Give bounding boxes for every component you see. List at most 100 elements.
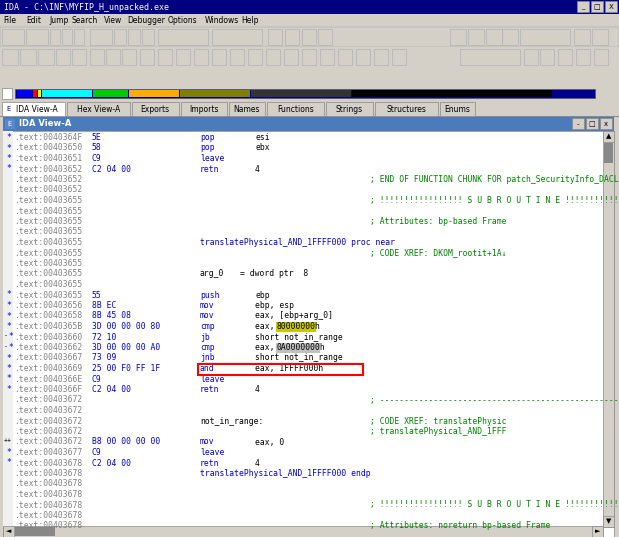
- Bar: [3, 117, 614, 131]
- Text: .text:0040366F: .text:0040366F: [14, 385, 82, 394]
- Text: ; !!!!!!!!!!!!!!!!! S U B R O U T I N E !!!!!!!!!!!!!!!!!!!!!!!!!!!!!!!: ; !!!!!!!!!!!!!!!!! S U B R O U T I N E …: [370, 500, 619, 510]
- Text: jnb: jnb: [200, 353, 215, 362]
- Text: 8B EC: 8B EC: [92, 301, 116, 310]
- Bar: [114, 29, 126, 45]
- Bar: [0, 101, 619, 117]
- Bar: [140, 49, 154, 65]
- Bar: [574, 29, 590, 45]
- Text: Help: Help: [241, 16, 259, 25]
- Text: -: -: [577, 121, 579, 127]
- Bar: [594, 49, 608, 65]
- Bar: [374, 49, 388, 65]
- Bar: [486, 29, 502, 45]
- Bar: [0, 27, 619, 47]
- Bar: [284, 49, 298, 65]
- Text: eax, 0: eax, 0: [255, 438, 284, 446]
- Text: ▼: ▼: [606, 519, 611, 525]
- Text: C9: C9: [92, 154, 102, 163]
- Text: arg_0: arg_0: [200, 270, 224, 279]
- Text: .text:00403660: .text:00403660: [14, 332, 82, 342]
- Text: .text:00403651: .text:00403651: [14, 154, 82, 163]
- Text: esi: esi: [255, 133, 270, 142]
- Text: IDA - C:\INF\MYFIP_H_unpacked.exe: IDA - C:\INF\MYFIP_H_unpacked.exe: [4, 3, 169, 11]
- Text: □: □: [589, 121, 595, 127]
- Bar: [106, 49, 120, 65]
- Text: pop: pop: [200, 133, 215, 142]
- Bar: [180, 90, 250, 97]
- Text: leave: leave: [200, 154, 224, 163]
- Bar: [3, 526, 14, 537]
- Bar: [577, 1, 589, 12]
- Text: .text:00403655: .text:00403655: [14, 196, 82, 205]
- Bar: [158, 29, 208, 45]
- Text: Search: Search: [72, 16, 98, 25]
- Text: mov: mov: [200, 301, 215, 310]
- Text: eax,: eax,: [255, 322, 279, 331]
- Bar: [15, 527, 55, 536]
- Bar: [275, 322, 316, 331]
- Text: *: *: [6, 311, 11, 321]
- Bar: [33, 90, 37, 97]
- Text: *: *: [6, 353, 11, 362]
- Text: C2 04 00: C2 04 00: [92, 459, 131, 468]
- Text: *: *: [6, 133, 11, 142]
- Text: .text:0040365B: .text:0040365B: [14, 322, 82, 331]
- Text: .text:00403672: .text:00403672: [14, 406, 82, 415]
- Text: .text:00403678: .text:00403678: [14, 459, 82, 468]
- Bar: [74, 29, 84, 45]
- Text: 73 09: 73 09: [92, 353, 116, 362]
- Text: *: *: [6, 291, 11, 300]
- Bar: [198, 364, 363, 375]
- Text: Exports: Exports: [141, 105, 170, 113]
- Bar: [600, 118, 612, 129]
- Text: *: *: [8, 332, 13, 342]
- Text: Strings: Strings: [335, 105, 363, 113]
- Bar: [266, 49, 280, 65]
- Text: .text:00403669: .text:00403669: [14, 364, 82, 373]
- Bar: [603, 131, 614, 142]
- Text: Hex View-A: Hex View-A: [77, 105, 120, 113]
- Bar: [603, 131, 614, 527]
- Bar: [122, 49, 136, 65]
- Text: ◄: ◄: [6, 528, 11, 534]
- Bar: [230, 49, 244, 65]
- Text: *: *: [6, 143, 11, 153]
- Text: not_in_range:: not_in_range:: [200, 417, 263, 425]
- Bar: [460, 49, 520, 65]
- Bar: [248, 49, 262, 65]
- Text: jb: jb: [200, 332, 210, 342]
- Text: .text:00403678: .text:00403678: [14, 511, 82, 520]
- Text: -: -: [4, 332, 8, 338]
- Text: *: *: [6, 374, 11, 383]
- Bar: [0, 87, 619, 101]
- Text: = dword ptr  8: = dword ptr 8: [240, 270, 308, 279]
- Text: File: File: [3, 16, 16, 25]
- Bar: [0, 0, 619, 14]
- Bar: [275, 343, 320, 352]
- Text: E: E: [8, 121, 12, 127]
- Text: Jump: Jump: [49, 16, 68, 25]
- Bar: [338, 49, 352, 65]
- Text: IDA View-A: IDA View-A: [19, 120, 71, 128]
- Bar: [90, 49, 104, 65]
- Text: 4: 4: [255, 385, 260, 394]
- Bar: [352, 90, 552, 97]
- Bar: [320, 49, 334, 65]
- Text: ►: ►: [595, 528, 600, 534]
- Text: .text:00403655: .text:00403655: [14, 291, 82, 300]
- Text: ; -----------------------------------------------------------------------: ; --------------------------------------…: [370, 395, 619, 404]
- Text: Options: Options: [168, 16, 197, 25]
- Bar: [176, 49, 190, 65]
- Text: leave: leave: [200, 448, 224, 457]
- Bar: [0, 14, 619, 27]
- Bar: [592, 29, 608, 45]
- Bar: [0, 67, 619, 87]
- Text: retn: retn: [200, 459, 220, 468]
- Text: pop: pop: [200, 143, 215, 153]
- Text: 5E: 5E: [92, 133, 102, 142]
- Bar: [50, 29, 60, 45]
- Text: eax, 1FFFF000h: eax, 1FFFF000h: [255, 364, 323, 373]
- Text: 3D 00 00 00 A0: 3D 00 00 00 A0: [92, 343, 160, 352]
- Bar: [520, 29, 570, 45]
- Bar: [56, 49, 70, 65]
